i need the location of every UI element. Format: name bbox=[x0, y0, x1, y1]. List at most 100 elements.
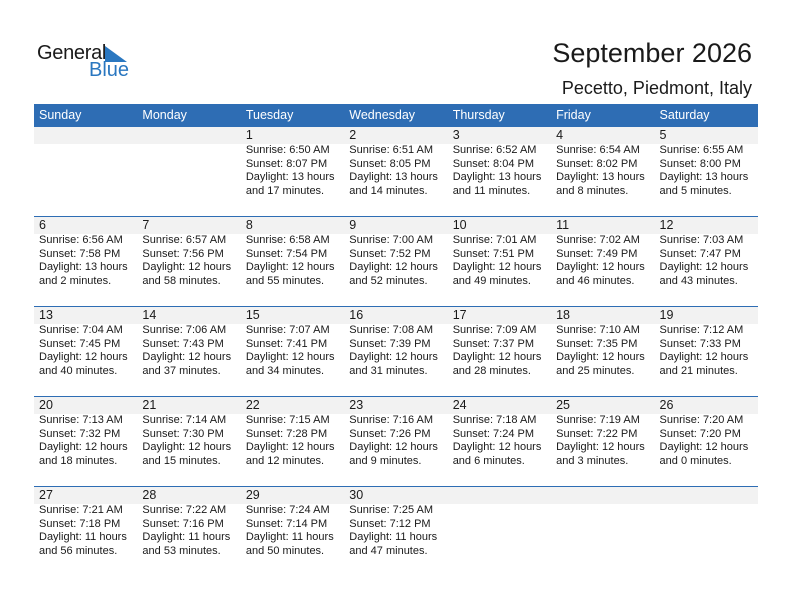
daylight-minutes-text: and 37 minutes. bbox=[142, 364, 221, 377]
day-number: 5 bbox=[659, 128, 667, 142]
day-number: 6 bbox=[39, 218, 46, 232]
daylight-text: Daylight: 11 hours bbox=[245, 531, 334, 544]
day-number: 28 bbox=[142, 488, 157, 502]
sunset-text: Sunset: 7:14 PM bbox=[245, 517, 328, 530]
daylight-minutes-text: and 21 minutes. bbox=[659, 364, 738, 377]
day-number: 15 bbox=[245, 308, 260, 322]
daylight-minutes-text: and 9 minutes. bbox=[349, 454, 422, 467]
daylight-text: Daylight: 13 hours bbox=[659, 171, 749, 184]
daylight-minutes-text: and 31 minutes. bbox=[349, 364, 428, 377]
calendar-grid: Sunday Monday Tuesday Wednesday Thursday Frid… bbox=[34, 104, 758, 576]
day-number: 29 bbox=[245, 488, 260, 502]
day-cell: 17 Sunrise: 7:09 AM Sunset: 7:37 PM Dayligh… bbox=[448, 307, 551, 378]
day-number: 16 bbox=[349, 308, 364, 322]
daylight-minutes-text: and 50 minutes. bbox=[245, 544, 325, 557]
daylight-text: Daylight: 12 hours bbox=[452, 441, 542, 454]
day-cell: 10 Sunrise: 7:01 AM Sunset: 7:51 PM Dayligh… bbox=[448, 217, 551, 288]
week-row: 20 Sunrise: 7:13 AM Sunset: 7:32 PM Dayligh… bbox=[34, 396, 758, 486]
day-number: 20 bbox=[39, 398, 53, 412]
day-cell: 28 Sunrise: 7:22 AM Sunset: 7:16 PM Dayligh… bbox=[137, 487, 240, 558]
day-number: 3 bbox=[452, 128, 460, 142]
sunset-text: Sunset: 8:05 PM bbox=[349, 157, 431, 170]
sunrise-text: Sunrise: 6:52 AM bbox=[452, 144, 537, 156]
weekday-saturday: Saturday bbox=[659, 108, 710, 122]
day-cell: 13 Sunrise: 7:04 AM Sunset: 7:45 PM Dayligh… bbox=[34, 307, 137, 378]
day-number: 22 bbox=[245, 398, 260, 412]
sunset-text: Sunset: 7:32 PM bbox=[39, 427, 121, 440]
sunrise-text: Sunrise: 7:08 AM bbox=[349, 324, 434, 336]
daylight-minutes-text: and 40 minutes. bbox=[39, 364, 118, 377]
daylight-minutes-text: and 15 minutes. bbox=[142, 454, 221, 467]
empty-day-cell bbox=[34, 127, 137, 198]
logo-text-blue: Blue bbox=[89, 59, 130, 81]
sunset-text: Sunset: 7:22 PM bbox=[556, 427, 638, 440]
daylight-text: Daylight: 12 hours bbox=[39, 441, 128, 454]
week-row: 6 Sunrise: 6:56 AM Sunset: 7:58 PM Daylight… bbox=[34, 216, 758, 306]
logo-text-general: General bbox=[37, 42, 107, 64]
daylight-text: Daylight: 12 hours bbox=[142, 351, 232, 364]
weekday-thursday: Thursday bbox=[452, 108, 505, 122]
daylight-text: Daylight: 12 hours bbox=[349, 261, 438, 274]
day-cell: 19 Sunrise: 7:12 AM Sunset: 7:33 PM Dayligh… bbox=[655, 307, 758, 378]
day-number: 27 bbox=[39, 488, 53, 502]
sunset-text: Sunset: 7:52 PM bbox=[349, 247, 431, 260]
sunset-text: Sunset: 7:39 PM bbox=[349, 337, 431, 350]
day-number: 13 bbox=[39, 308, 53, 322]
sunrise-text: Sunrise: 7:25 AM bbox=[349, 504, 434, 516]
day-number: 2 bbox=[349, 128, 357, 142]
day-number: 12 bbox=[659, 218, 674, 232]
daylight-minutes-text: and 52 minutes. bbox=[349, 274, 428, 287]
day-cell: 8 Sunrise: 6:58 AM Sunset: 7:54 PM Daylight… bbox=[241, 217, 344, 288]
day-number: 21 bbox=[142, 398, 157, 412]
day-number-band bbox=[34, 307, 758, 324]
sunset-text: Sunset: 7:54 PM bbox=[245, 247, 328, 260]
weekday-friday: Friday bbox=[556, 108, 591, 122]
day-cell: 6 Sunrise: 6:56 AM Sunset: 7:58 PM Daylight… bbox=[34, 217, 137, 288]
sunrise-text: Sunrise: 7:14 AM bbox=[142, 414, 227, 426]
daylight-text: Daylight: 13 hours bbox=[245, 171, 335, 184]
day-number: 9 bbox=[349, 218, 357, 232]
day-number: 11 bbox=[556, 218, 570, 232]
day-cell: 20 Sunrise: 7:13 AM Sunset: 7:32 PM Dayligh… bbox=[34, 397, 137, 468]
sunrise-text: Sunrise: 6:50 AM bbox=[245, 144, 330, 156]
daylight-minutes-text: and 28 minutes. bbox=[452, 364, 531, 377]
day-cell: 24 Sunrise: 7:18 AM Sunset: 7:24 PM Dayligh… bbox=[448, 397, 551, 468]
daylight-minutes-text: and 43 minutes. bbox=[659, 274, 738, 287]
day-cell: 1 Sunrise: 6:50 AM Sunset: 8:07 PM Daylight… bbox=[241, 127, 344, 198]
daylight-text: Daylight: 12 hours bbox=[452, 261, 542, 274]
sunset-text: Sunset: 7:58 PM bbox=[39, 247, 121, 260]
daylight-text: Daylight: 13 hours bbox=[452, 171, 542, 184]
sunset-text: Sunset: 7:49 PM bbox=[556, 247, 638, 260]
day-number: 25 bbox=[556, 398, 571, 412]
daylight-minutes-text: and 18 minutes. bbox=[39, 454, 118, 467]
day-cell: 2 Sunrise: 6:51 AM Sunset: 8:05 PM Daylight… bbox=[344, 127, 447, 198]
weekday-monday: Monday bbox=[142, 108, 187, 122]
daylight-minutes-text: and 58 minutes. bbox=[142, 274, 221, 287]
sunrise-text: Sunrise: 6:57 AM bbox=[142, 234, 227, 246]
day-number-band bbox=[34, 217, 758, 234]
day-cell: 5 Sunrise: 6:55 AM Sunset: 8:00 PM Daylight… bbox=[655, 127, 758, 198]
sunrise-text: Sunrise: 6:58 AM bbox=[245, 234, 330, 246]
weekday-header: Sunday Monday Tuesday Wednesday Thursday Frid… bbox=[34, 104, 758, 126]
daylight-text: Daylight: 12 hours bbox=[142, 441, 232, 454]
daylight-minutes-text: and 17 minutes. bbox=[245, 184, 325, 197]
sunrise-text: Sunrise: 7:10 AM bbox=[556, 324, 640, 336]
sunrise-text: Sunrise: 7:03 AM bbox=[659, 234, 744, 246]
daylight-text: Daylight: 13 hours bbox=[556, 171, 645, 184]
daylight-minutes-text: and 46 minutes. bbox=[556, 274, 635, 287]
daylight-minutes-text: and 53 minutes. bbox=[142, 544, 221, 557]
sunset-text: Sunset: 8:00 PM bbox=[659, 157, 741, 170]
day-cell: 25 Sunrise: 7:19 AM Sunset: 7:22 PM Dayligh… bbox=[551, 397, 654, 468]
day-cell: 21 Sunrise: 7:14 AM Sunset: 7:30 PM Dayligh… bbox=[137, 397, 240, 468]
sunrise-text: Sunrise: 7:07 AM bbox=[245, 324, 330, 336]
day-number: 26 bbox=[659, 398, 674, 412]
day-cell: 16 Sunrise: 7:08 AM Sunset: 7:39 PM Dayligh… bbox=[344, 307, 447, 378]
day-number: 14 bbox=[142, 308, 157, 322]
sunrise-text: Sunrise: 6:54 AM bbox=[556, 144, 640, 156]
daylight-text: Daylight: 12 hours bbox=[349, 441, 438, 454]
daylight-text: Daylight: 12 hours bbox=[659, 261, 749, 274]
sunrise-text: Sunrise: 6:55 AM bbox=[659, 144, 744, 156]
day-cell: 30 Sunrise: 7:25 AM Sunset: 7:12 PM Dayligh… bbox=[344, 487, 447, 558]
sunset-text: Sunset: 8:04 PM bbox=[452, 157, 535, 170]
